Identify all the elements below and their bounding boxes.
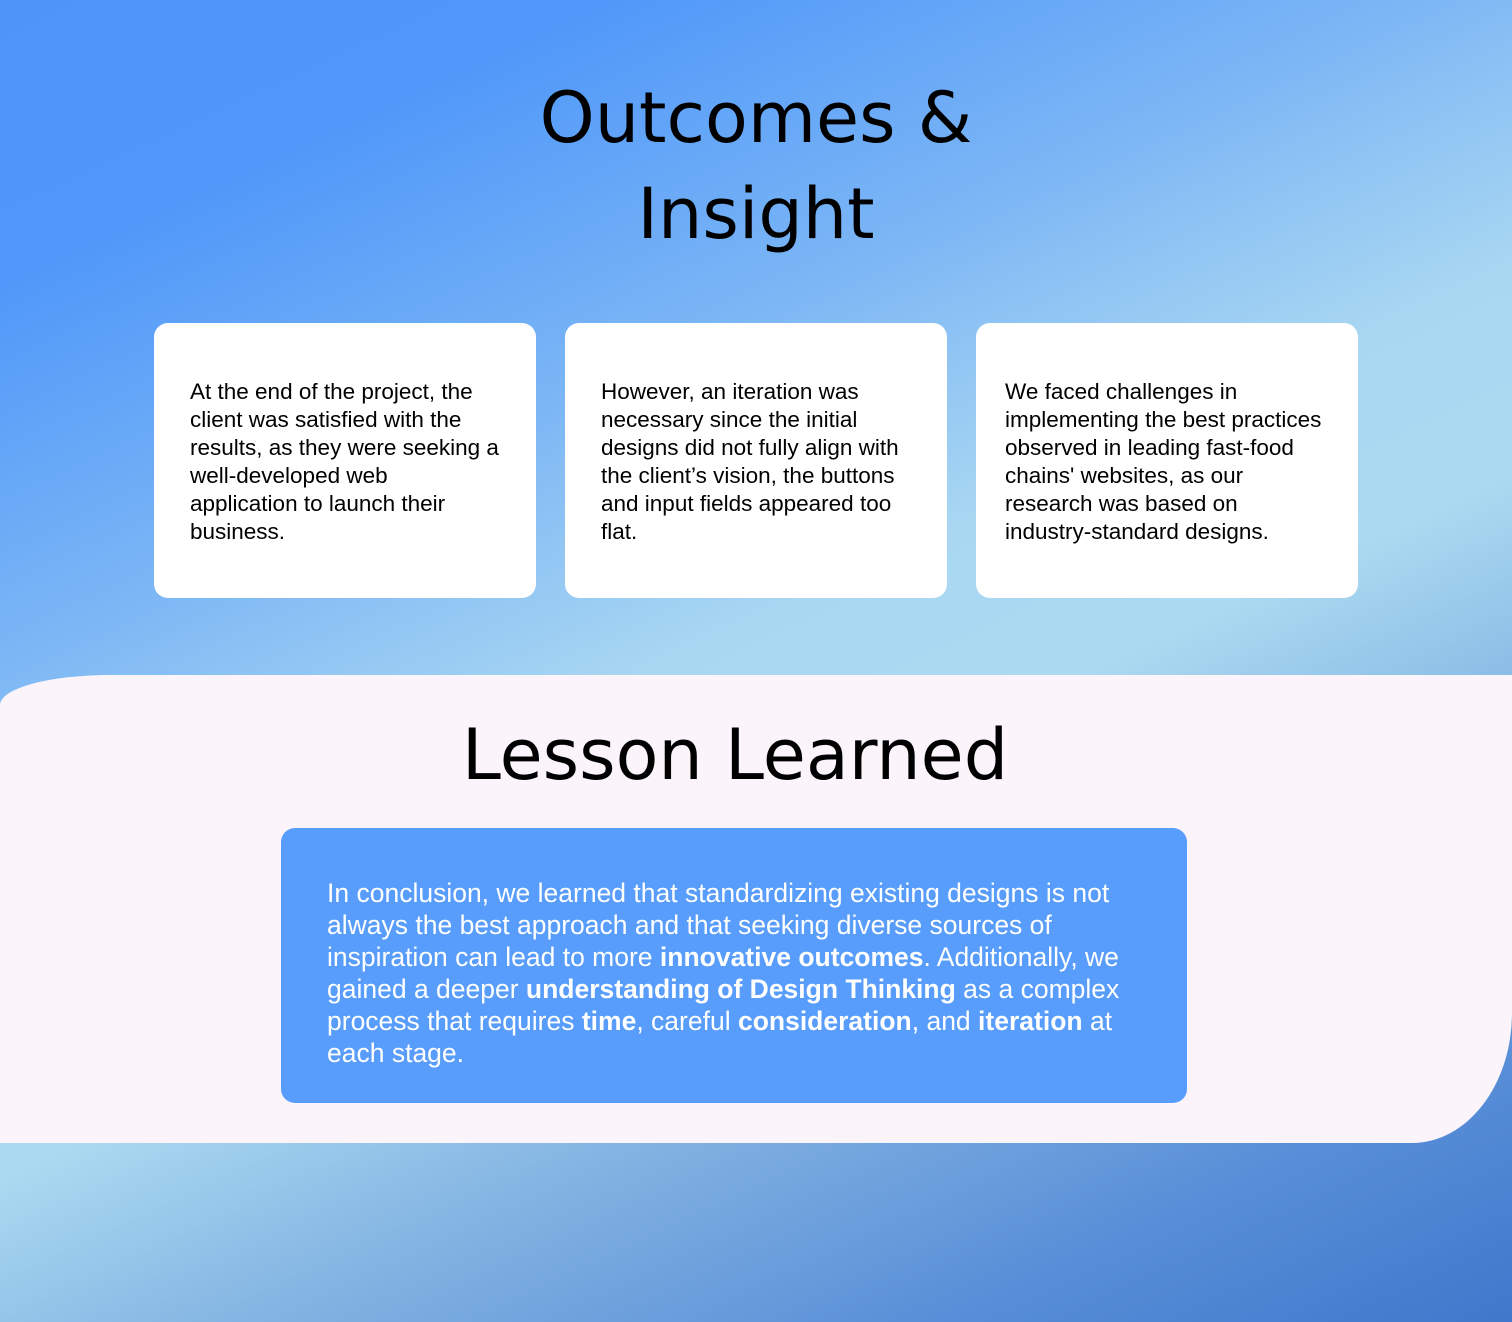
lesson-title: Lesson Learned	[461, 714, 1009, 796]
insight-card: We faced challenges in implementing the …	[976, 323, 1358, 598]
lesson-section: Lesson Learned In conclusion, we learned…	[0, 675, 1512, 1143]
insight-card: However, an iteration was necessary sinc…	[565, 323, 947, 598]
lesson-box: In conclusion, we learned that standardi…	[281, 828, 1187, 1103]
lesson-highlight: iteration	[978, 1006, 1083, 1036]
lesson-text-segment: In conclusion, we learned that standardi…	[327, 878, 1110, 972]
insight-card-text: However, an iteration was necessary sinc…	[601, 379, 899, 544]
lesson-text-segment: at each stage.	[327, 1006, 1113, 1068]
insight-card-text: We faced challenges in implementing the …	[1005, 379, 1322, 544]
lesson-highlight: innovative outcomes	[659, 942, 924, 972]
insight-card: At the end of the project, the client wa…	[154, 323, 536, 598]
lesson-highlight: consideration	[737, 1006, 912, 1036]
insight-card-text: At the end of the project, the client wa…	[190, 379, 499, 544]
outcomes-title: Outcomes & Insight	[0, 70, 1512, 262]
outcomes-title-line1: Outcomes &	[539, 77, 973, 159]
lesson-text-segment: . Additionally, we gained a deeper	[327, 942, 1119, 1004]
lesson-text-segment: as a complex process that requires	[327, 974, 1120, 1036]
lesson-text-segment: , and	[911, 1006, 979, 1036]
outcomes-title-line2: Insight	[637, 173, 875, 255]
lesson-text-segment: , careful	[636, 1006, 738, 1036]
insight-cards: At the end of the project, the client wa…	[154, 323, 1358, 598]
lesson-highlight: understanding of Design Thinking	[525, 974, 956, 1004]
lesson-highlight: time	[581, 1006, 637, 1036]
lesson-text: In conclusion, we learned that standardi…	[327, 877, 1157, 1069]
